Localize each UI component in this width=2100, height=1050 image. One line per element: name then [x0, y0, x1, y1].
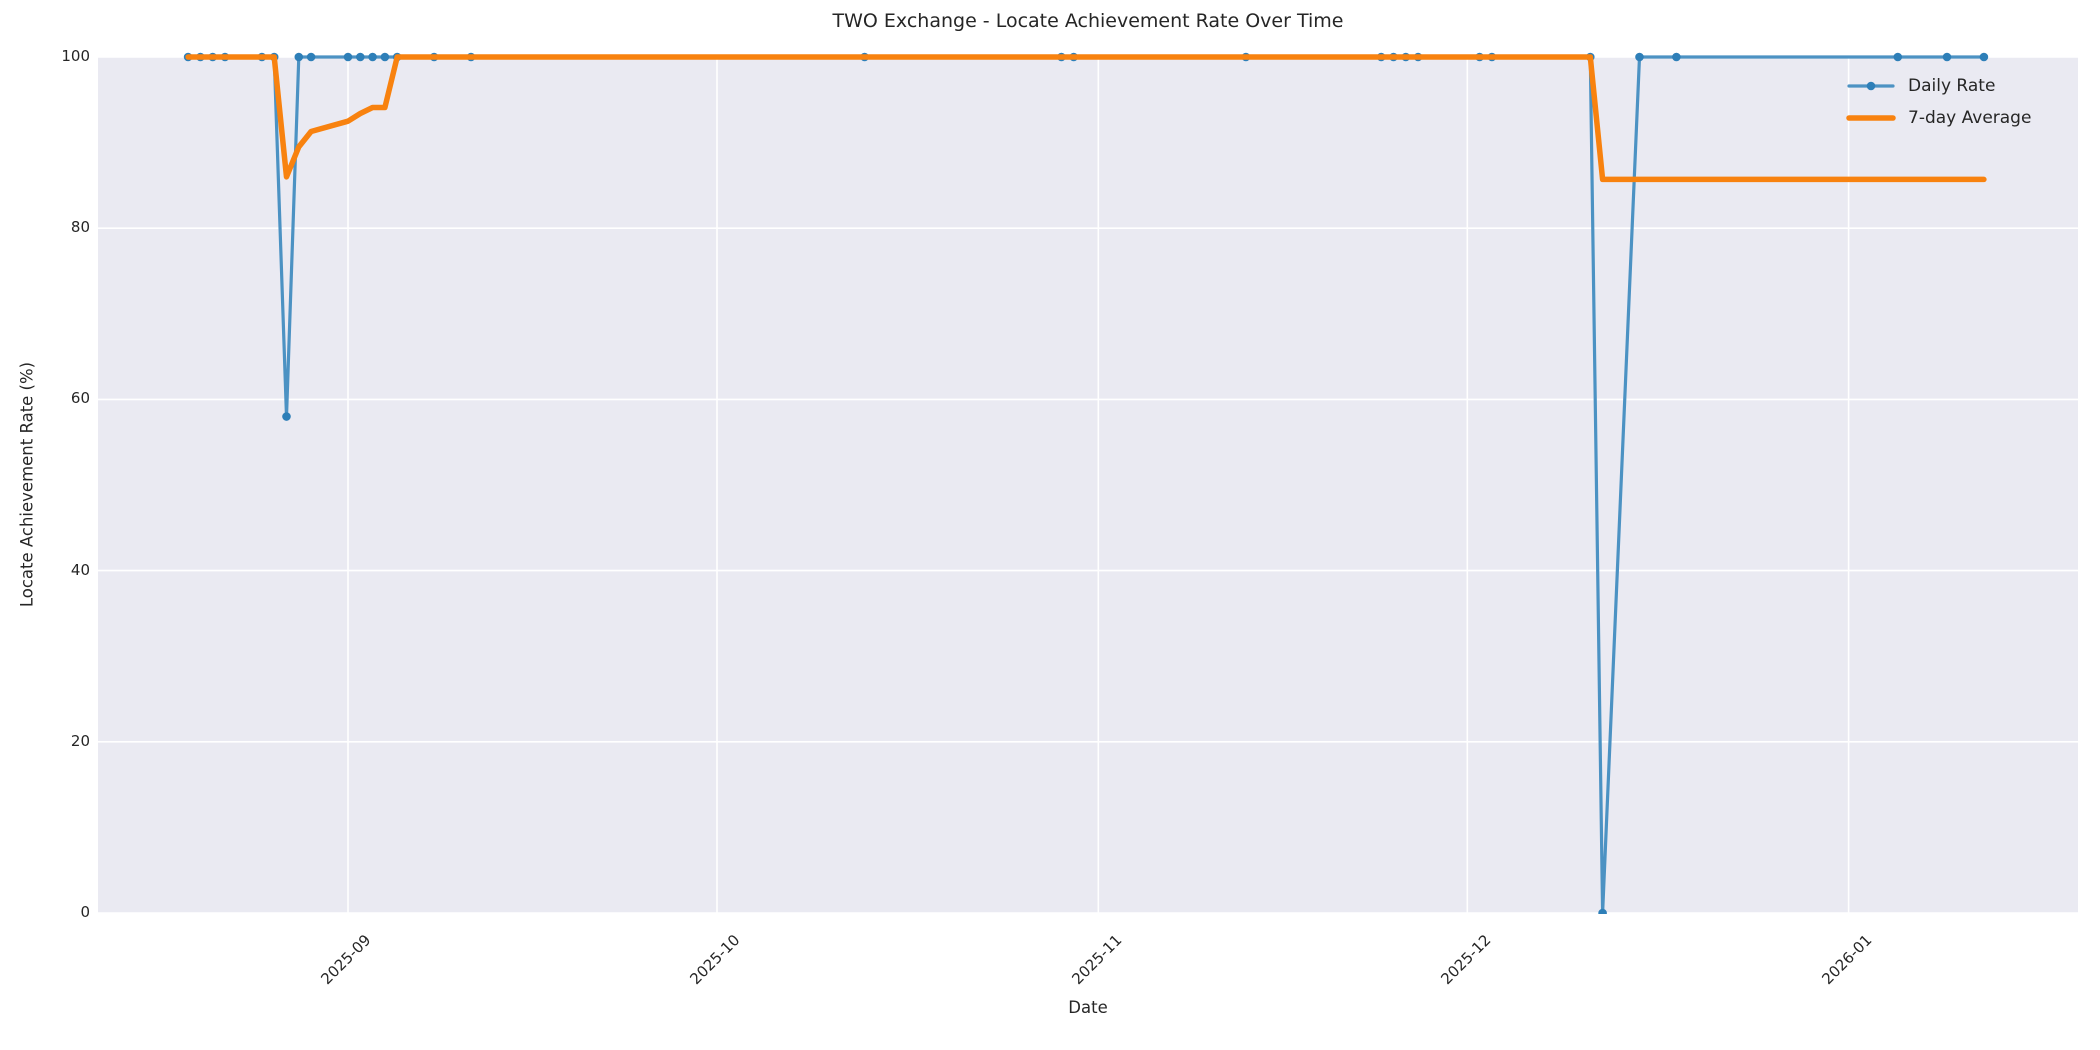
data-point-marker — [282, 412, 291, 421]
data-point-marker — [380, 52, 390, 62]
data-point-marker — [356, 52, 365, 62]
data-point-marker — [1979, 52, 1989, 62]
data-point-marker — [368, 52, 377, 62]
series-line-7-day-average — [185, 54, 1987, 183]
data-point-marker — [1942, 52, 1952, 62]
data-point-marker — [343, 52, 353, 62]
data-point-marker — [306, 52, 316, 62]
data-point-marker — [1893, 52, 1903, 62]
data-point-marker — [1635, 52, 1644, 62]
plot-background — [98, 57, 2078, 913]
series-layer — [183, 52, 1989, 914]
data-point-marker — [1672, 52, 1681, 62]
data-point-marker — [294, 52, 304, 62]
data-point-marker — [1598, 908, 1607, 914]
